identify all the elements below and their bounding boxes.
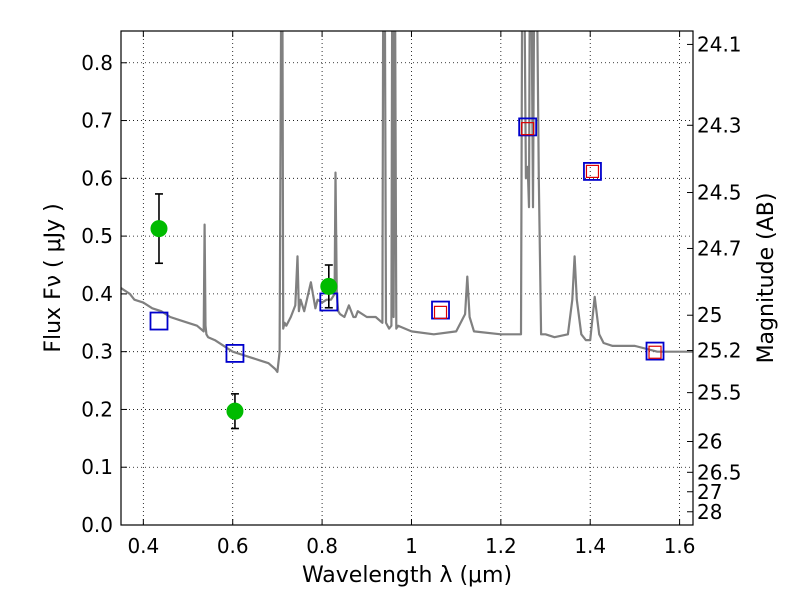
y2-tick-label: 25 [697, 303, 722, 327]
y2-tick-label: 25.5 [697, 381, 742, 405]
y2-tick-label: 24.7 [697, 236, 742, 260]
y-tick-label: 0.2 [81, 397, 113, 421]
observed-point [226, 402, 244, 420]
y-tick-label: 0.8 [81, 51, 113, 75]
y2-tick-label: 24.5 [697, 181, 742, 205]
y2-tick-label: 26.5 [697, 460, 742, 484]
y2-tick-label: 28 [697, 500, 722, 524]
y2-tick-label: 26 [697, 429, 722, 453]
alt-synthetic-point [433, 305, 448, 319]
y-tick-label: 0.1 [81, 455, 113, 479]
y-tick-label: 0.3 [81, 340, 113, 364]
observed-point [150, 220, 168, 238]
x-tick-label: 0.8 [306, 534, 338, 558]
y2-tick-label: 24.3 [697, 113, 742, 137]
x-tick-label: 1.4 [574, 534, 606, 558]
synthetic-point [518, 117, 538, 137]
plot-frame [120, 30, 694, 526]
x-tick-label: 1 [405, 534, 418, 558]
grid [121, 31, 693, 526]
observed-point [320, 277, 338, 295]
y-tick-label: 0.5 [81, 224, 113, 248]
y-tick-label: 0.4 [81, 282, 113, 306]
x-tick-label: 1.2 [485, 534, 517, 558]
y-tick-label: 0.6 [81, 166, 113, 190]
x-tick-label: 0.6 [217, 534, 249, 558]
synthetic-point [149, 311, 169, 331]
alt-synthetic-point [521, 122, 535, 136]
alt-synthetic-point [585, 164, 600, 178]
model-spectrum-line [121, 31, 693, 373]
y2-tick-label: 24.1 [697, 32, 742, 56]
synthetic-point [225, 343, 245, 363]
y-axis-label: Flux Fν ( μJy ) [41, 203, 66, 352]
y2-tick-label: 25.2 [697, 339, 742, 363]
plot-area [121, 31, 693, 430]
axis-ticks: 0.4 0.6 0.8 1 1.2 1.4 1.6 0.0 0.1 0.2 0.3 0.4 0.5 0.6… [81, 31, 742, 558]
x-tick-label: 1.6 [664, 534, 696, 558]
synthetic-point [583, 161, 602, 181]
synthetic-point [645, 341, 665, 361]
x-axis-label: Wavelength λ (μm) [302, 563, 512, 588]
y2-tick-label: 27 [697, 480, 722, 504]
y2-axis-label: Magnitude (AB) [754, 193, 779, 364]
y-tick-label: 0.0 [81, 513, 113, 537]
x-tick-label: 0.4 [127, 534, 159, 558]
alt-synthetic-point [648, 345, 662, 359]
y-tick-label: 0.7 [81, 109, 113, 133]
